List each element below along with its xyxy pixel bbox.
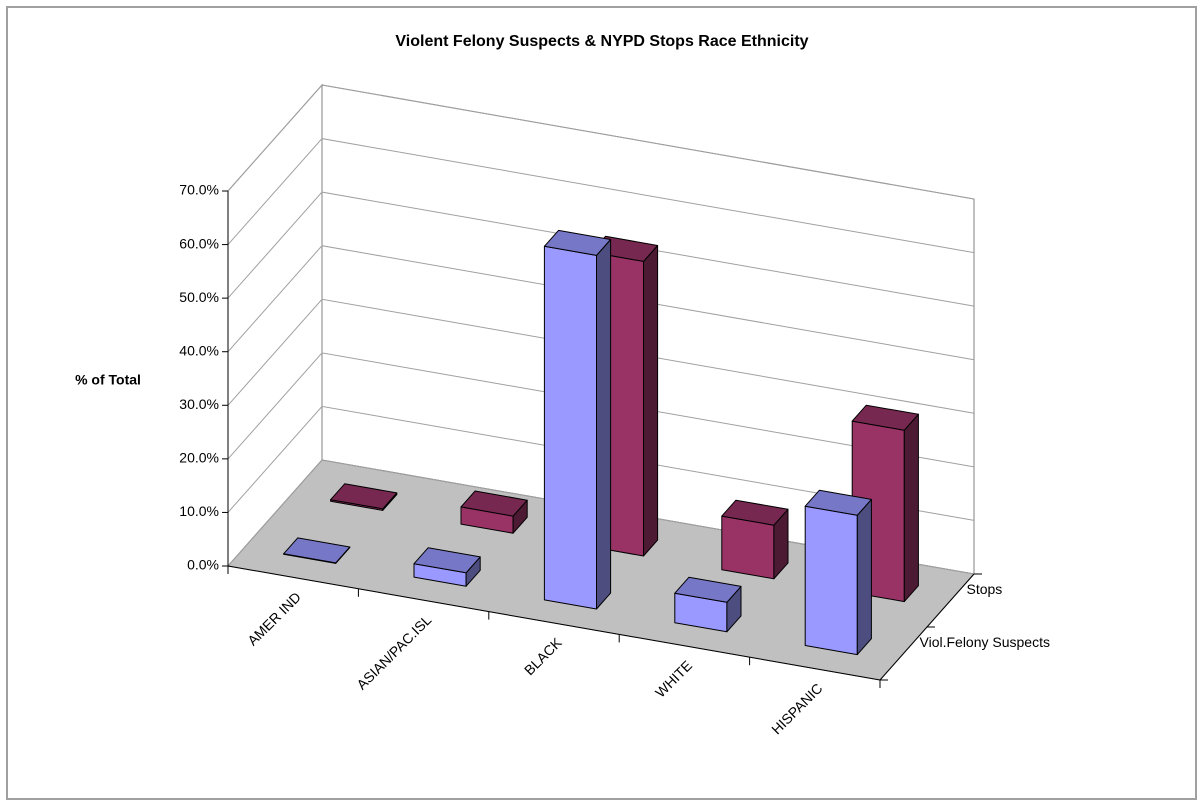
x-axis [227, 565, 881, 681]
bar-top [460, 490, 528, 517]
series-label: Viol.Felony Suspects [920, 634, 1050, 650]
grid-line [227, 405, 975, 521]
bar-top [804, 489, 872, 516]
y-tick-label: 30.0% [179, 396, 219, 412]
chart-title: Violent Felony Suspects & NYPD Stops Rac… [395, 33, 808, 50]
bar-top [330, 483, 398, 510]
grid-line [227, 191, 975, 307]
bar-front [804, 505, 858, 656]
bar-front [543, 245, 597, 610]
bar [543, 229, 612, 610]
bar-side [903, 413, 919, 603]
bar [330, 483, 398, 511]
bar [413, 547, 481, 587]
bar-top [413, 547, 481, 574]
bar-top [283, 537, 351, 564]
grid-line [227, 245, 975, 361]
bar-top [674, 576, 742, 603]
y-tick-label: 70.0% [179, 182, 219, 198]
bar [674, 576, 742, 633]
grid-line [227, 298, 975, 414]
y-tick-label: 60.0% [179, 235, 219, 251]
bar-top [543, 229, 612, 256]
bar-top [851, 404, 919, 431]
y-tick-label: 10.0% [179, 503, 219, 519]
y-axis-label: % of Total [75, 372, 141, 388]
bar-side [643, 245, 659, 557]
bar-front [721, 515, 775, 580]
bar [804, 489, 872, 656]
y-tick-label: 0.0% [187, 557, 219, 573]
bar [283, 537, 351, 564]
grid-line [227, 352, 975, 468]
bar-side [596, 239, 612, 610]
y-tick-label: 40.0% [179, 342, 219, 358]
y-tick-label: 50.0% [179, 289, 219, 305]
bar [460, 490, 528, 534]
series-label: Stops [967, 581, 1003, 597]
grid-line [227, 84, 975, 200]
bar-side [856, 498, 872, 656]
bar-top [721, 499, 789, 526]
grid-line [227, 138, 975, 254]
y-tick-label: 20.0% [179, 450, 219, 466]
bar [721, 499, 789, 580]
